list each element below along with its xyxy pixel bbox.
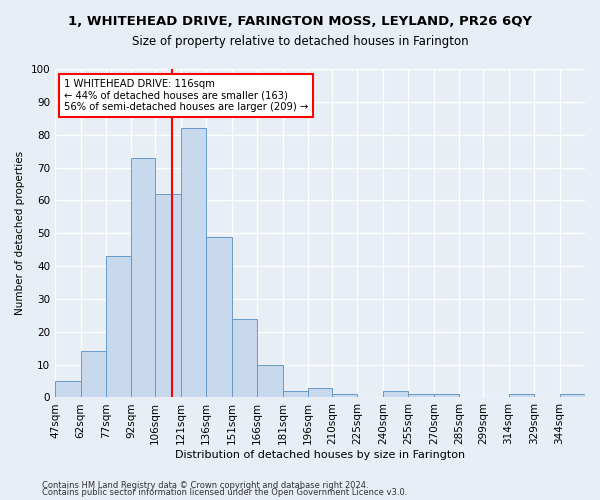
Y-axis label: Number of detached properties: Number of detached properties	[15, 151, 25, 316]
Text: Contains public sector information licensed under the Open Government Licence v3: Contains public sector information licen…	[42, 488, 407, 497]
Bar	[131, 158, 155, 398]
Bar	[257, 364, 283, 398]
Bar	[383, 391, 409, 398]
Bar	[283, 391, 308, 398]
Bar	[434, 394, 460, 398]
Bar	[181, 128, 206, 398]
X-axis label: Distribution of detached houses by size in Farington: Distribution of detached houses by size …	[175, 450, 465, 460]
Text: Size of property relative to detached houses in Farington: Size of property relative to detached ho…	[131, 35, 469, 48]
Bar	[308, 388, 332, 398]
Text: 1, WHITEHEAD DRIVE, FARINGTON MOSS, LEYLAND, PR26 6QY: 1, WHITEHEAD DRIVE, FARINGTON MOSS, LEYL…	[68, 15, 532, 28]
Bar	[206, 236, 232, 398]
Bar	[55, 381, 80, 398]
Bar	[560, 394, 585, 398]
Text: Contains HM Land Registry data © Crown copyright and database right 2024.: Contains HM Land Registry data © Crown c…	[42, 480, 368, 490]
Bar	[155, 194, 181, 398]
Bar	[232, 318, 257, 398]
Bar	[409, 394, 434, 398]
Bar	[80, 352, 106, 398]
Bar	[106, 256, 131, 398]
Bar	[332, 394, 358, 398]
Bar	[509, 394, 534, 398]
Text: 1 WHITEHEAD DRIVE: 116sqm
← 44% of detached houses are smaller (163)
56% of semi: 1 WHITEHEAD DRIVE: 116sqm ← 44% of detac…	[64, 79, 308, 112]
